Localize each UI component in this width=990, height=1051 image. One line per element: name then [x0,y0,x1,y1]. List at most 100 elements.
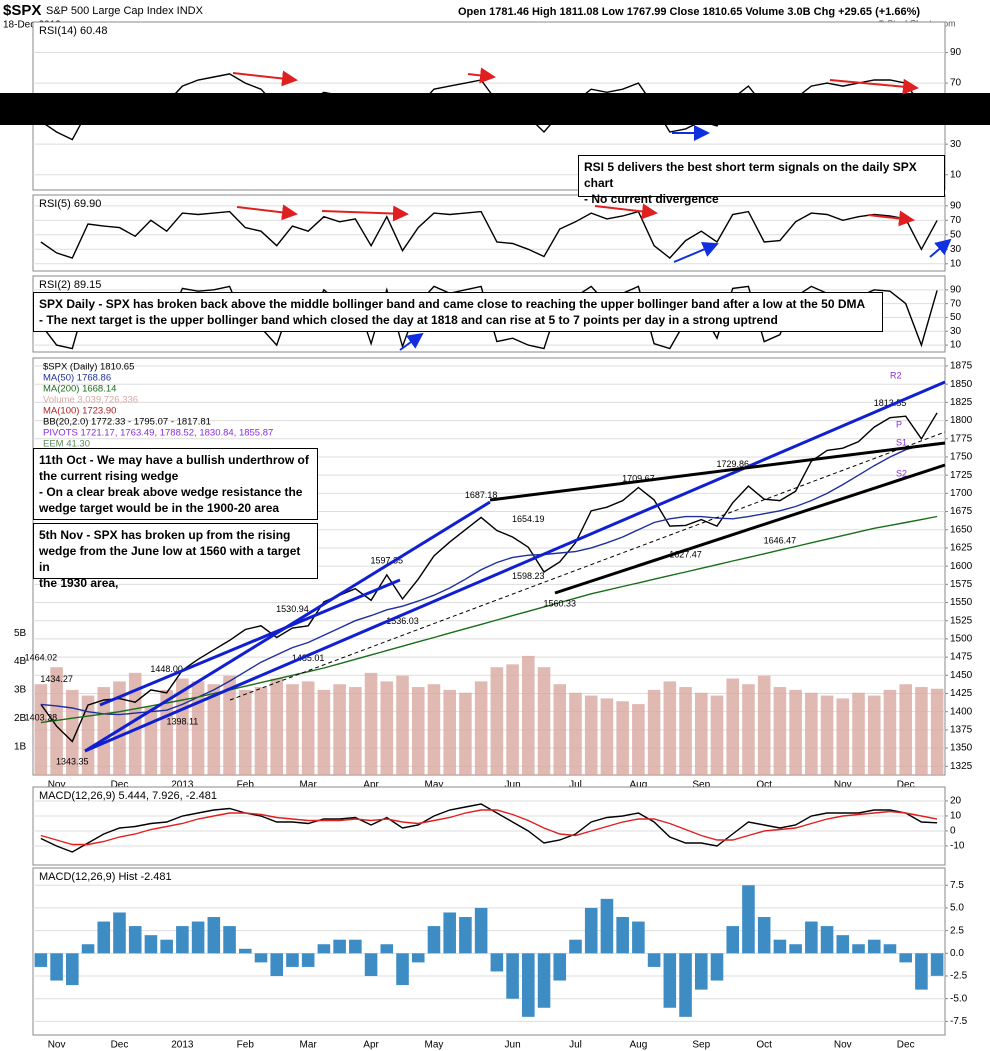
volume-bar [852,692,865,775]
bar [286,953,299,967]
point-label: 1687.18 [465,490,498,500]
bar [207,917,221,954]
bar [694,953,708,990]
volume-bar [632,704,645,775]
bar [600,898,614,954]
volume-bar [490,667,504,775]
y-tick-label: 1775 [950,433,973,444]
panel-title: RSI(14) 60.48 [39,25,107,37]
bar [789,944,802,954]
x-tick-label: Nov [48,1040,66,1051]
x-tick-label: Mar [300,780,318,791]
volume-bar [899,684,912,775]
divergence-arrow [867,210,915,227]
volume-bar [820,695,834,775]
x-tick-label: 2013 [171,1040,194,1051]
x-tick-label: Jun [505,1040,521,1051]
volume-bar [286,684,299,775]
series-line [40,809,938,846]
x-tick-label: 2013 [171,780,194,791]
point-label: 1398.11 [166,716,198,726]
x-tick-label: Apr [363,780,379,791]
x-tick-label: May [425,1040,444,1051]
legend-entry: EEM 41.30 [43,439,90,450]
point-label: 1530.94 [276,604,309,614]
volume-bar [223,675,236,775]
nov-note: 5th Nov - SPX has broken up from the ris… [33,523,318,590]
point-label: 1536.03 [386,616,419,626]
date: 18-Dec-2013 [3,20,61,31]
volume-bar [600,698,614,775]
bar [459,917,472,954]
bar [867,939,881,954]
volume-bar [836,698,850,775]
volume-bar [584,695,598,775]
legend-entry: MA(100) 1723.90 [43,406,116,417]
note-line: the 1930 area, [39,576,119,590]
volume-bar [506,664,519,775]
volume-bar [569,692,582,775]
volume-bar [128,672,142,775]
bar [647,953,661,967]
y-tick-label: 2.5 [950,925,964,936]
bar [81,944,95,954]
volume-bar [443,689,456,775]
bar [270,953,284,977]
y-tick-label: 1850 [950,379,973,390]
point-label: 1813.55 [874,398,907,408]
volume-bar [789,689,802,775]
note-line: the current rising wedge [39,469,179,483]
bar [238,948,252,954]
bar [50,953,63,981]
volume-bar [867,695,881,775]
volume-bar [427,684,441,775]
panel-frame [32,194,946,272]
y-tick-label: 1450 [950,670,973,681]
volume-bar [616,701,629,775]
pivot-label: S2 [896,468,907,478]
bar [522,953,535,1017]
y-tick-label: -5.0 [950,993,968,1004]
x-tick-label: Aug [629,780,647,791]
y-tick-label: 90 [950,200,962,211]
bar [710,953,724,981]
divergence-arrow [829,78,919,95]
bar [97,921,111,954]
x-tick-label: Dec [897,1040,915,1051]
y2-tick-label: 1B [14,741,27,752]
y-tick-label: 1325 [950,761,973,772]
y-tick-label: 50 [950,229,962,240]
x-tick-label: Nov [834,1040,852,1051]
bar [474,907,488,954]
y-tick-label: 1675 [950,506,973,517]
note-line: RSI 5 delivers the best short term signa… [584,160,917,190]
bar [191,921,205,954]
y-tick-label: 1350 [950,743,973,754]
volume-bar [333,684,346,775]
volume-bar [663,681,677,775]
volume-bar [301,681,315,775]
volume-bar [742,684,755,775]
volume-bar [364,672,378,775]
bar [569,939,582,954]
bar [490,953,504,972]
volume-bar [522,655,535,775]
y-tick-label: 30 [950,139,962,150]
trend-line [229,431,946,701]
y-tick-label: 1500 [950,634,973,645]
volume-bar [411,687,425,775]
panel-title: MACD(12,26,9) 5.444, 7.926, -2.481 [39,790,217,802]
bar [160,939,173,954]
y-tick-label: 20 [950,796,962,807]
point-label: 1646.47 [764,536,797,546]
bar [805,921,818,954]
bar [679,953,692,1017]
point-label: 1464.02 [25,652,58,662]
y-tick-label: -2.5 [950,971,968,982]
bar [317,944,331,954]
legend-entry: BB(20,2.0) 1772.33 - 1795.07 - 1817.81 [43,417,211,428]
volume-bar [349,687,362,775]
bar [113,912,126,954]
wedge-line [554,463,946,595]
